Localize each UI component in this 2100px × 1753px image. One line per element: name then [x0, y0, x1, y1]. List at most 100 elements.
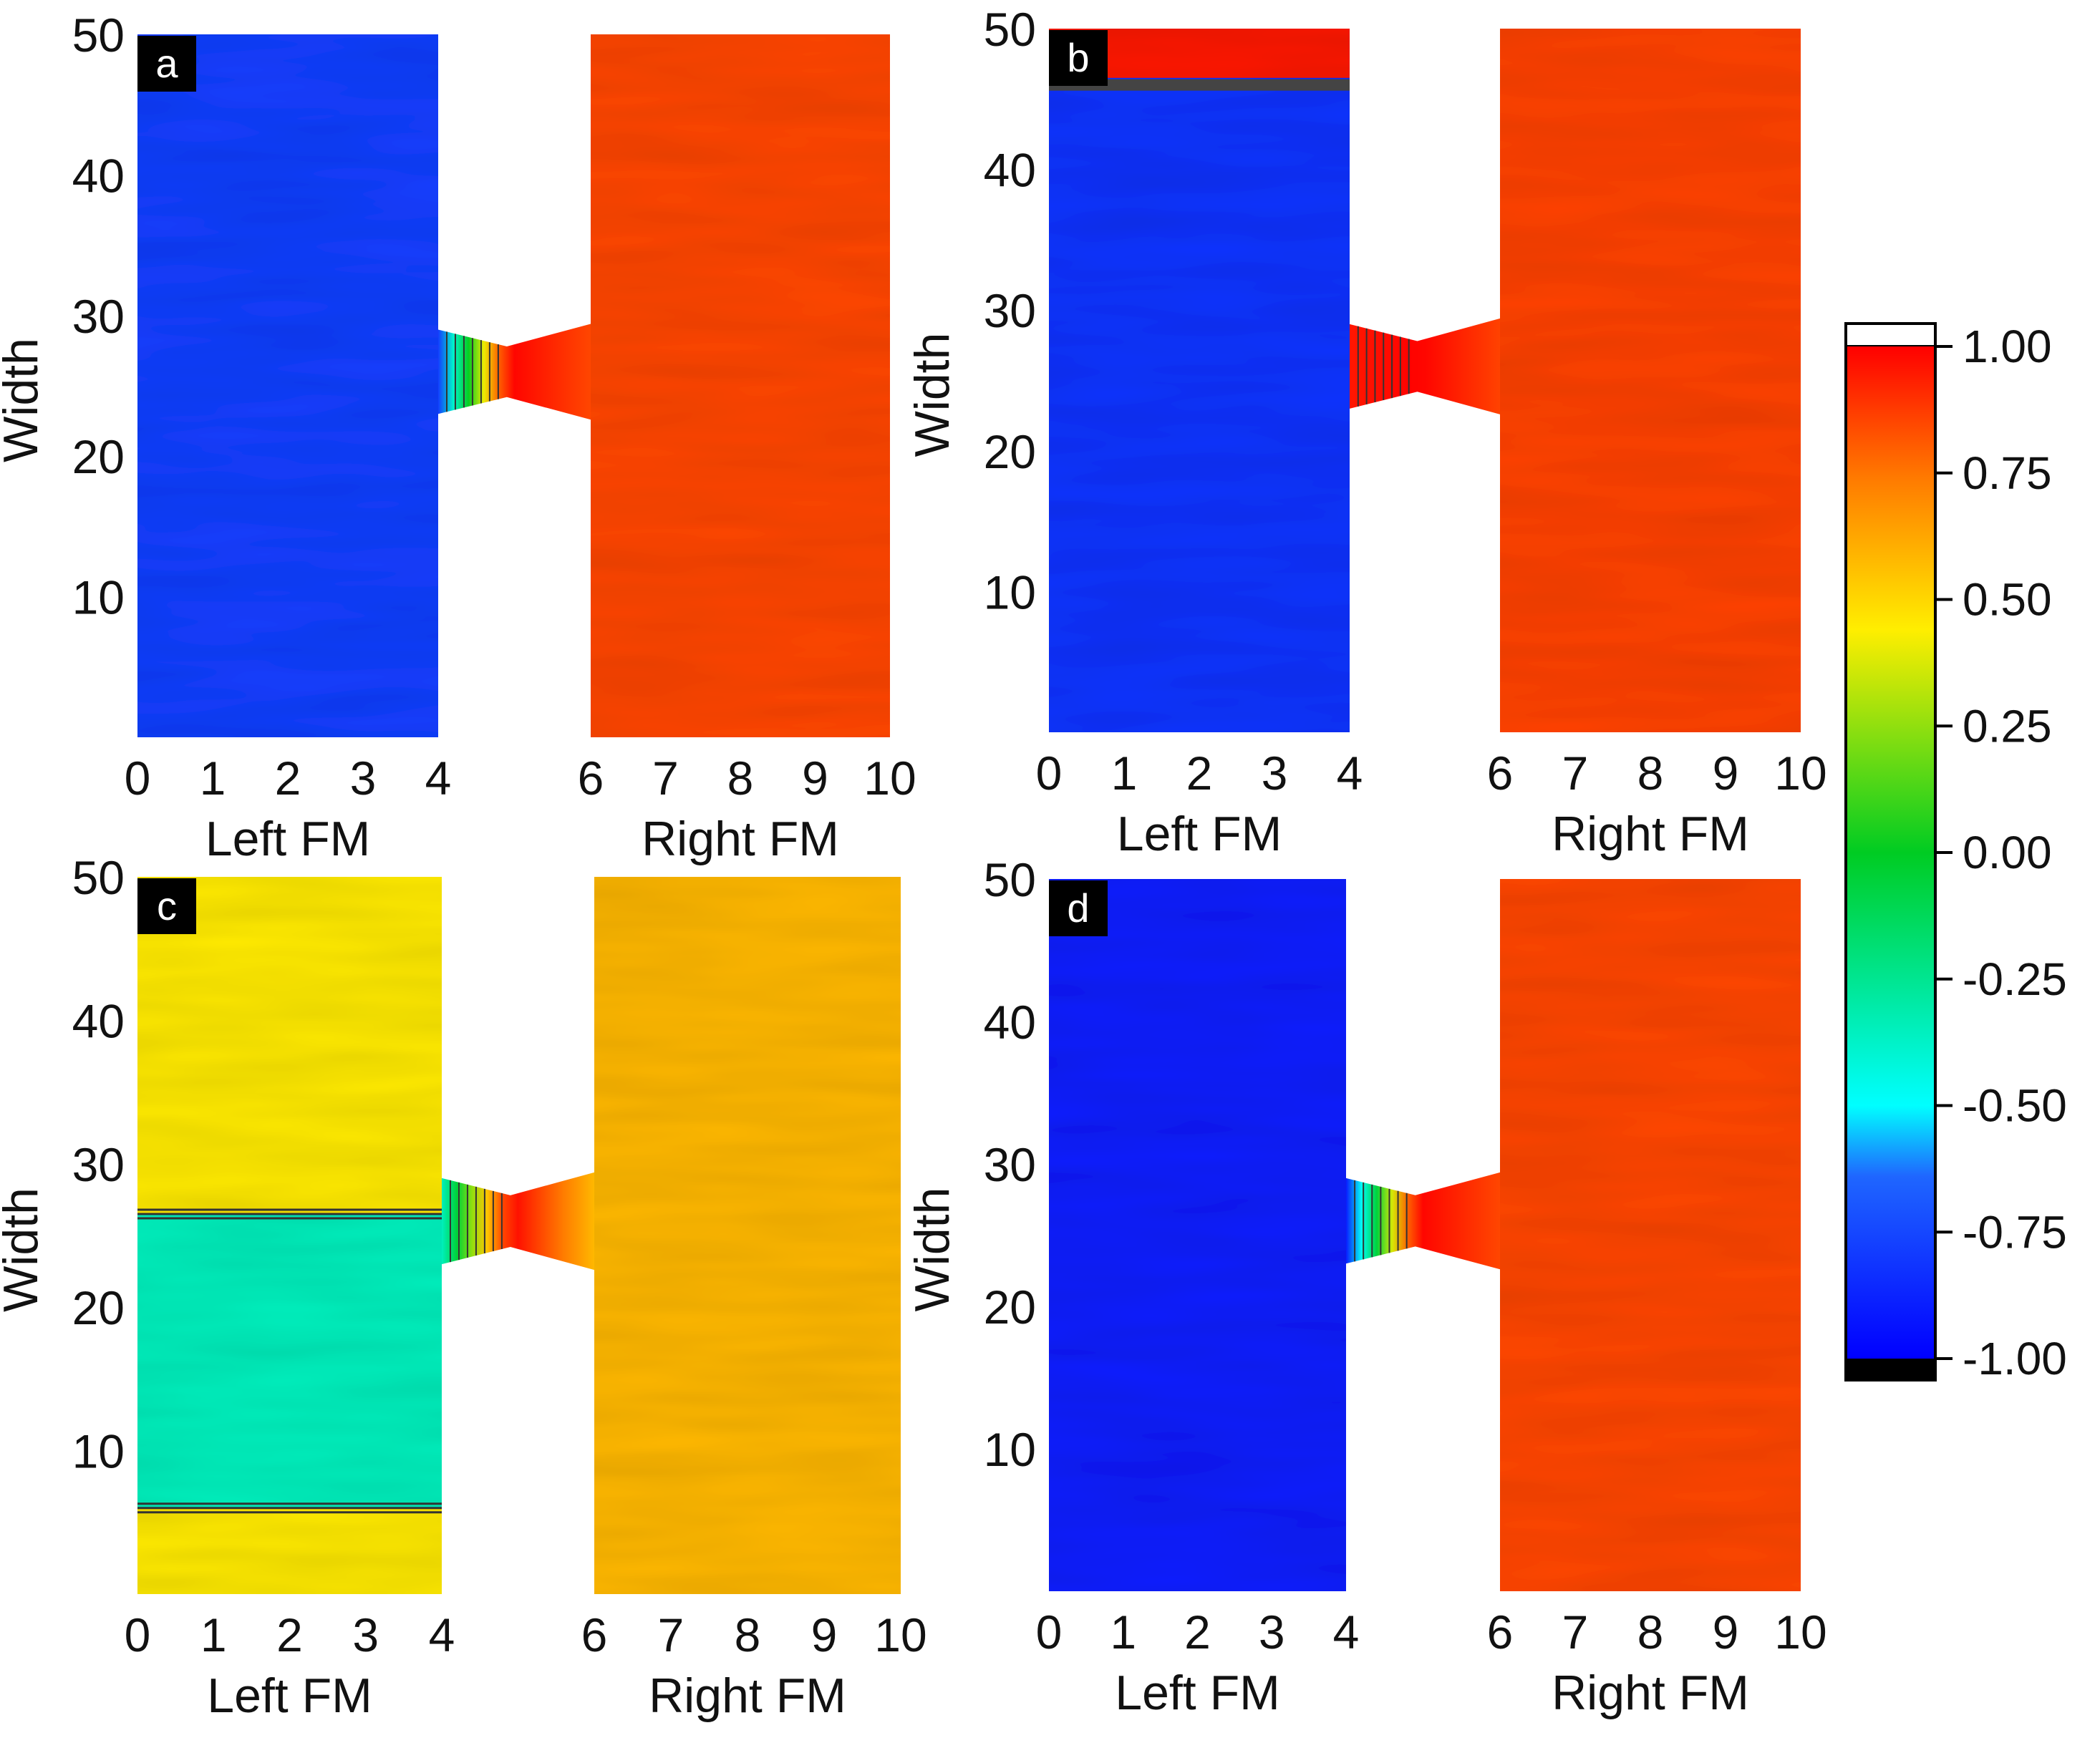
- right-fm-field: [1500, 879, 1801, 1591]
- panel-b: b 10 20 30 40 50 Width 0 1 2 3 4 6 7 8 9 10 Left FM Right …: [905, 3, 1827, 861]
- right-x-tick-label: 9: [811, 1608, 838, 1661]
- y-tick-label: 50: [72, 9, 125, 62]
- y-axis-label: Width: [0, 338, 48, 462]
- colorbar-tick-label: -1.00: [1963, 1333, 2067, 1384]
- y-tick-label: 20: [984, 425, 1036, 478]
- left-x-tick-label: 0: [125, 1608, 151, 1661]
- right-x-tick-label: 6: [581, 1608, 608, 1661]
- left-x-tick-label: 2: [1186, 747, 1213, 800]
- right-x-tick-label: 6: [1487, 747, 1514, 800]
- y-tick-label: 50: [72, 851, 125, 904]
- right-x-tick-label: 10: [863, 752, 916, 805]
- right-x-tick-label: 9: [1713, 747, 1739, 800]
- right-x-tick-label: 7: [1562, 747, 1589, 800]
- left-x-tick-label: 0: [1036, 747, 1063, 800]
- panel-label-box: [1049, 30, 1108, 86]
- left-fm-field: [137, 34, 438, 737]
- y-tick-label: 30: [984, 284, 1036, 337]
- panel-label-box: [137, 36, 196, 92]
- right-x-tick-label: 9: [802, 752, 828, 805]
- colorbar-over: [1844, 322, 1937, 348]
- colorbar-tick-label: 0.75: [1963, 447, 2052, 499]
- right-fm-field: [594, 877, 901, 1594]
- left-x-tick-label: 1: [1111, 747, 1138, 800]
- right-x-tick-label: 8: [1637, 747, 1664, 800]
- right-x-axis-label: Right FM: [649, 1669, 846, 1723]
- left-fm-band: [137, 1213, 442, 1508]
- right-x-tick-label: 9: [1713, 1606, 1739, 1659]
- left-x-tick-label: 4: [1337, 747, 1363, 800]
- right-x-tick-label: 6: [578, 752, 604, 805]
- right-x-tick-label: 7: [652, 752, 679, 805]
- panel-label: d: [1067, 885, 1089, 931]
- left-x-tick-label: 1: [200, 752, 226, 805]
- y-tick-label: 40: [984, 996, 1036, 1049]
- band-boundary-line: [1049, 79, 1350, 91]
- left-x-tick-label: 4: [425, 752, 452, 805]
- left-x-axis-label: Left FM: [207, 1669, 372, 1723]
- right-x-axis-label: Right FM: [1552, 1666, 1749, 1720]
- left-x-tick-label: 2: [275, 752, 301, 805]
- y-tick-label: 10: [984, 1423, 1036, 1476]
- right-x-tick-label: 10: [1774, 747, 1826, 800]
- colorbar-under: [1846, 1359, 1935, 1380]
- left-x-tick-label: 0: [125, 752, 151, 805]
- colorbar-tick-label: 0.50: [1963, 574, 2052, 626]
- colorbar-gradient: [1846, 346, 1935, 1359]
- panel-label-box: [1049, 880, 1108, 936]
- bridge-region: [442, 1172, 594, 1271]
- y-tick-label: 40: [72, 149, 125, 202]
- colorbar-tick-label: -0.25: [1963, 953, 2067, 1005]
- right-x-tick-label: 7: [658, 1608, 684, 1661]
- left-x-axis-label: Left FM: [205, 812, 371, 866]
- y-tick-label: 30: [984, 1138, 1036, 1191]
- y-tick-label: 30: [72, 290, 125, 343]
- y-tick-label: 40: [984, 144, 1036, 197]
- y-tick-label: 10: [984, 565, 1036, 618]
- right-x-tick-label: 8: [735, 1608, 761, 1661]
- left-x-tick-label: 2: [1184, 1606, 1211, 1659]
- left-x-tick-label: 1: [1110, 1606, 1136, 1659]
- right-x-tick-label: 10: [874, 1608, 926, 1661]
- left-x-tick-label: 4: [1333, 1606, 1360, 1659]
- colorbar-tick-label: 0.00: [1963, 827, 2052, 878]
- left-fm-field: [1049, 879, 1346, 1591]
- panel-c: c 10 20 30 40 50 Width 0 1 2 3 4 6 7 8 9 10 Left FM Right …: [0, 851, 927, 1723]
- left-x-axis-label: Left FM: [1115, 1666, 1280, 1720]
- y-tick-label: 40: [72, 994, 125, 1047]
- colorbar-tick-label: -0.75: [1963, 1206, 2067, 1258]
- panel-a: a 10 20 30 40 50 Width 0 1 2 3 4 6 7 8 9 10 Left FM Right …: [0, 9, 916, 866]
- y-tick-label: 10: [72, 1425, 125, 1478]
- right-x-axis-label: Right FM: [642, 812, 839, 866]
- panel-label: c: [157, 883, 177, 928]
- right-x-tick-label: 8: [727, 752, 754, 805]
- right-x-tick-label: 7: [1562, 1606, 1589, 1659]
- panel-d: d 10 20 30 40 50 Width 0 1 2 3 4 6 7 8 9 10 Left FM Right …: [905, 853, 1827, 1720]
- y-axis-label: Width: [905, 333, 959, 457]
- left-x-tick-label: 2: [276, 1608, 303, 1661]
- right-x-tick-label: 10: [1774, 1606, 1826, 1659]
- y-tick-label: 20: [72, 1281, 125, 1334]
- panel-label: b: [1067, 35, 1089, 80]
- panel-label: a: [155, 41, 178, 86]
- colorbar-tick-label: 0.25: [1963, 700, 2052, 752]
- left-fm-field: [1049, 29, 1350, 732]
- y-tick-label: 50: [984, 853, 1036, 906]
- right-fm-field: [591, 34, 890, 737]
- bridge-region: [1346, 1172, 1500, 1270]
- y-tick-label: 50: [984, 3, 1036, 56]
- right-fm-field: [1500, 29, 1801, 732]
- bridge-region: [1350, 318, 1500, 414]
- left-x-tick-label: 3: [352, 1608, 379, 1661]
- y-tick-label: 20: [984, 1281, 1036, 1334]
- left-x-tick-label: 3: [1259, 1606, 1285, 1659]
- left-x-tick-label: 3: [350, 752, 377, 805]
- y-tick-label: 30: [72, 1138, 125, 1191]
- left-x-tick-label: 0: [1036, 1606, 1063, 1659]
- y-tick-label: 10: [72, 571, 125, 624]
- bridge-region: [438, 324, 591, 420]
- y-axis-label: Width: [0, 1188, 48, 1312]
- colorbar: 1.00 0.75 0.50 0.25 0.00 -0.25 -0.50 -0.75 -1.00: [1844, 321, 2067, 1384]
